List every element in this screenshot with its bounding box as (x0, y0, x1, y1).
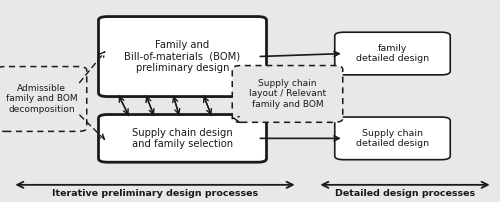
Text: Iterative preliminary design processes: Iterative preliminary design processes (52, 189, 258, 198)
FancyBboxPatch shape (232, 65, 342, 122)
Text: family
detailed design: family detailed design (356, 44, 429, 63)
Text: Detailed design processes: Detailed design processes (335, 189, 475, 198)
Text: Supply chain
detailed design: Supply chain detailed design (356, 129, 429, 148)
Text: Supply chain
layout / Relevant
family and BOM: Supply chain layout / Relevant family an… (249, 79, 326, 109)
FancyBboxPatch shape (98, 115, 266, 162)
Text: Supply chain design
and family selection: Supply chain design and family selection (132, 128, 233, 149)
FancyBboxPatch shape (335, 32, 450, 75)
FancyBboxPatch shape (335, 117, 450, 160)
Text: Admissible
family and BOM
decomposition: Admissible family and BOM decomposition (6, 84, 78, 114)
FancyBboxPatch shape (0, 67, 87, 131)
FancyBboxPatch shape (98, 17, 266, 97)
Text: Family and
Bill-of-materials  (BOM)
preliminary design: Family and Bill-of-materials (BOM) preli… (124, 40, 240, 73)
